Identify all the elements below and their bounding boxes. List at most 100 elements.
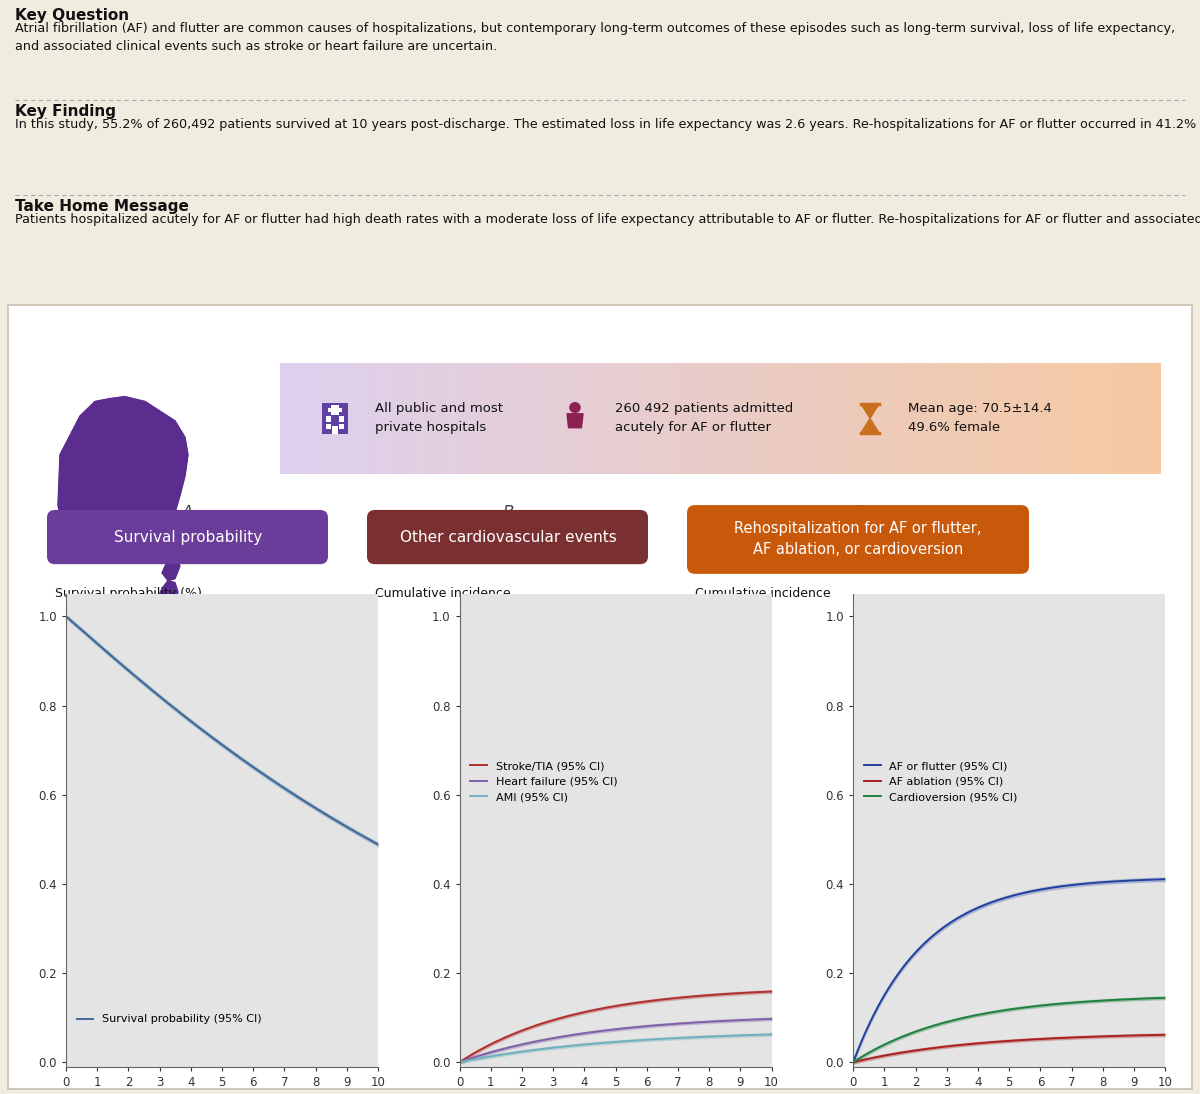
Bar [401, 363, 413, 474]
Bar [665, 363, 677, 474]
Bar [952, 363, 964, 474]
Bar [973, 363, 985, 474]
FancyBboxPatch shape [367, 510, 648, 565]
Bar [874, 363, 886, 474]
Bar [445, 363, 457, 474]
Bar [818, 363, 830, 474]
Text: Key Question: Key Question [14, 8, 130, 23]
Bar [1084, 363, 1096, 474]
Text: Atrial fibrillation (AF) and flutter are common causes of hospitalizations, but : Atrial fibrillation (AF) and flutter are… [14, 22, 1175, 54]
Bar [742, 363, 754, 474]
Bar [754, 363, 766, 474]
Legend: AF or flutter (95% CI), AF ablation (95% CI), Cardioversion (95% CI): AF or flutter (95% CI), AF ablation (95%… [859, 757, 1022, 806]
Bar [522, 363, 534, 474]
Bar [929, 363, 941, 474]
Bar [511, 363, 523, 474]
Bar [1094, 363, 1106, 474]
Bar [326, 423, 331, 429]
Bar [984, 363, 996, 474]
Bar [554, 363, 568, 474]
Bar [467, 363, 479, 474]
Legend: Survival probability (95% CI): Survival probability (95% CI) [72, 1010, 266, 1028]
Bar [962, 363, 974, 474]
Bar [896, 363, 908, 474]
Bar [1061, 363, 1073, 474]
Bar [335, 363, 347, 474]
Bar [346, 363, 358, 474]
Bar [830, 363, 842, 474]
Bar [709, 363, 721, 474]
Text: Other cardiovascular events: Other cardiovascular events [400, 529, 617, 545]
Bar [358, 363, 370, 474]
Text: In this study, 55.2% of 260,492 patients survived at 10 years post-discharge. Th: In this study, 55.2% of 260,492 patients… [14, 118, 1200, 131]
Polygon shape [862, 405, 878, 418]
Text: Survival probability (%): Survival probability (%) [55, 587, 202, 600]
Bar [1105, 363, 1117, 474]
Bar [610, 363, 622, 474]
Bar [907, 363, 919, 474]
Bar [1150, 363, 1162, 474]
Bar [940, 363, 952, 474]
Bar [412, 363, 424, 474]
Text: Mean age: 70.5±14.4
49.6% female: Mean age: 70.5±14.4 49.6% female [908, 403, 1052, 434]
Bar [686, 363, 698, 474]
Polygon shape [58, 397, 188, 551]
Bar [1028, 363, 1040, 474]
Bar [302, 363, 314, 474]
Bar [456, 363, 468, 474]
Bar [544, 363, 556, 474]
Bar [1050, 363, 1062, 474]
Bar [797, 363, 809, 474]
Bar [338, 423, 344, 429]
Circle shape [569, 401, 581, 414]
Bar [338, 416, 344, 421]
Bar [1006, 363, 1018, 474]
Bar [775, 363, 787, 474]
Text: Cumulative incidence: Cumulative incidence [695, 587, 830, 600]
Bar [1127, 363, 1139, 474]
Bar [786, 363, 798, 474]
Bar [588, 363, 600, 474]
Bar [995, 363, 1007, 474]
Bar [331, 427, 338, 434]
Bar [632, 363, 644, 474]
Text: B: B [503, 504, 514, 522]
Bar [886, 363, 898, 474]
Text: Cumulative incidence: Cumulative incidence [374, 587, 511, 600]
Bar [720, 363, 732, 474]
Bar [918, 363, 930, 474]
Bar [764, 363, 776, 474]
Bar [863, 363, 875, 474]
Bar [533, 363, 545, 474]
Bar [654, 363, 666, 474]
FancyBboxPatch shape [8, 304, 1192, 1090]
Bar [1039, 363, 1051, 474]
Bar [478, 363, 490, 474]
Bar [322, 403, 348, 434]
Text: C: C [852, 504, 864, 522]
Bar [500, 363, 512, 474]
Bar [379, 363, 391, 474]
Text: Rehospitalization for AF or flutter,
AF ablation, or cardioversion: Rehospitalization for AF or flutter, AF … [734, 522, 982, 557]
Bar [434, 363, 446, 474]
Bar [566, 363, 578, 474]
Bar [326, 416, 331, 421]
Polygon shape [862, 418, 878, 432]
Bar [731, 363, 743, 474]
Bar [643, 363, 655, 474]
FancyBboxPatch shape [686, 505, 1030, 574]
Bar [424, 363, 436, 474]
Bar [676, 363, 688, 474]
Text: Survival probability: Survival probability [114, 529, 262, 545]
Bar [313, 363, 325, 474]
Text: Key Finding: Key Finding [14, 104, 116, 119]
Bar [1138, 363, 1150, 474]
Legend: Stroke/TIA (95% CI), Heart failure (95% CI), AMI (95% CI): Stroke/TIA (95% CI), Heart failure (95% … [466, 757, 622, 806]
Bar [808, 363, 820, 474]
Polygon shape [568, 414, 583, 428]
Bar [368, 363, 380, 474]
Bar [698, 363, 710, 474]
Bar [331, 406, 338, 416]
Bar [1072, 363, 1084, 474]
Bar [841, 363, 853, 474]
